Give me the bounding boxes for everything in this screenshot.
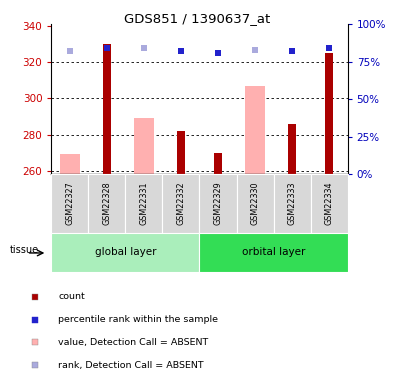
Bar: [51, 174, 88, 232]
Bar: [51, 232, 199, 272]
Bar: [60, 154, 80, 174]
Text: GSM22332: GSM22332: [177, 182, 186, 225]
Text: orbital layer: orbital layer: [242, 247, 305, 257]
Point: [141, 45, 147, 51]
Point: [326, 45, 332, 51]
Text: value, Detection Call = ABSENT: value, Detection Call = ABSENT: [58, 338, 209, 347]
Point: [252, 46, 258, 53]
Text: percentile rank within the sample: percentile rank within the sample: [58, 315, 218, 324]
Bar: [214, 153, 222, 174]
Bar: [177, 131, 185, 174]
Text: GSM22330: GSM22330: [250, 182, 260, 225]
Text: GSM22333: GSM22333: [288, 182, 297, 225]
Text: rank, Detection Call = ABSENT: rank, Detection Call = ABSENT: [58, 361, 204, 370]
Bar: [237, 174, 274, 232]
Bar: [199, 232, 348, 272]
Point: [32, 316, 38, 322]
Point: [178, 48, 184, 54]
Text: GDS851 / 1390637_at: GDS851 / 1390637_at: [124, 12, 271, 25]
Point: [32, 294, 38, 300]
Bar: [88, 174, 126, 232]
Point: [289, 48, 295, 54]
Point: [215, 50, 221, 56]
Text: GSM22327: GSM22327: [65, 182, 74, 225]
Bar: [288, 124, 296, 174]
Text: GSM22331: GSM22331: [139, 182, 149, 225]
Text: count: count: [58, 292, 85, 301]
Bar: [162, 174, 199, 232]
Text: GSM22329: GSM22329: [213, 182, 222, 225]
Text: GSM22334: GSM22334: [325, 182, 334, 225]
Text: GSM22328: GSM22328: [102, 182, 111, 225]
Point: [67, 48, 73, 54]
Bar: [310, 174, 348, 232]
Text: tissue: tissue: [10, 245, 39, 255]
Text: global layer: global layer: [95, 247, 156, 257]
Bar: [126, 174, 162, 232]
Bar: [134, 118, 154, 174]
Point: [32, 339, 38, 345]
Bar: [325, 53, 333, 174]
Point: [104, 45, 110, 51]
Point: [32, 362, 38, 368]
Bar: [199, 174, 237, 232]
Bar: [274, 174, 310, 232]
Bar: [103, 44, 111, 174]
Bar: [245, 86, 265, 174]
